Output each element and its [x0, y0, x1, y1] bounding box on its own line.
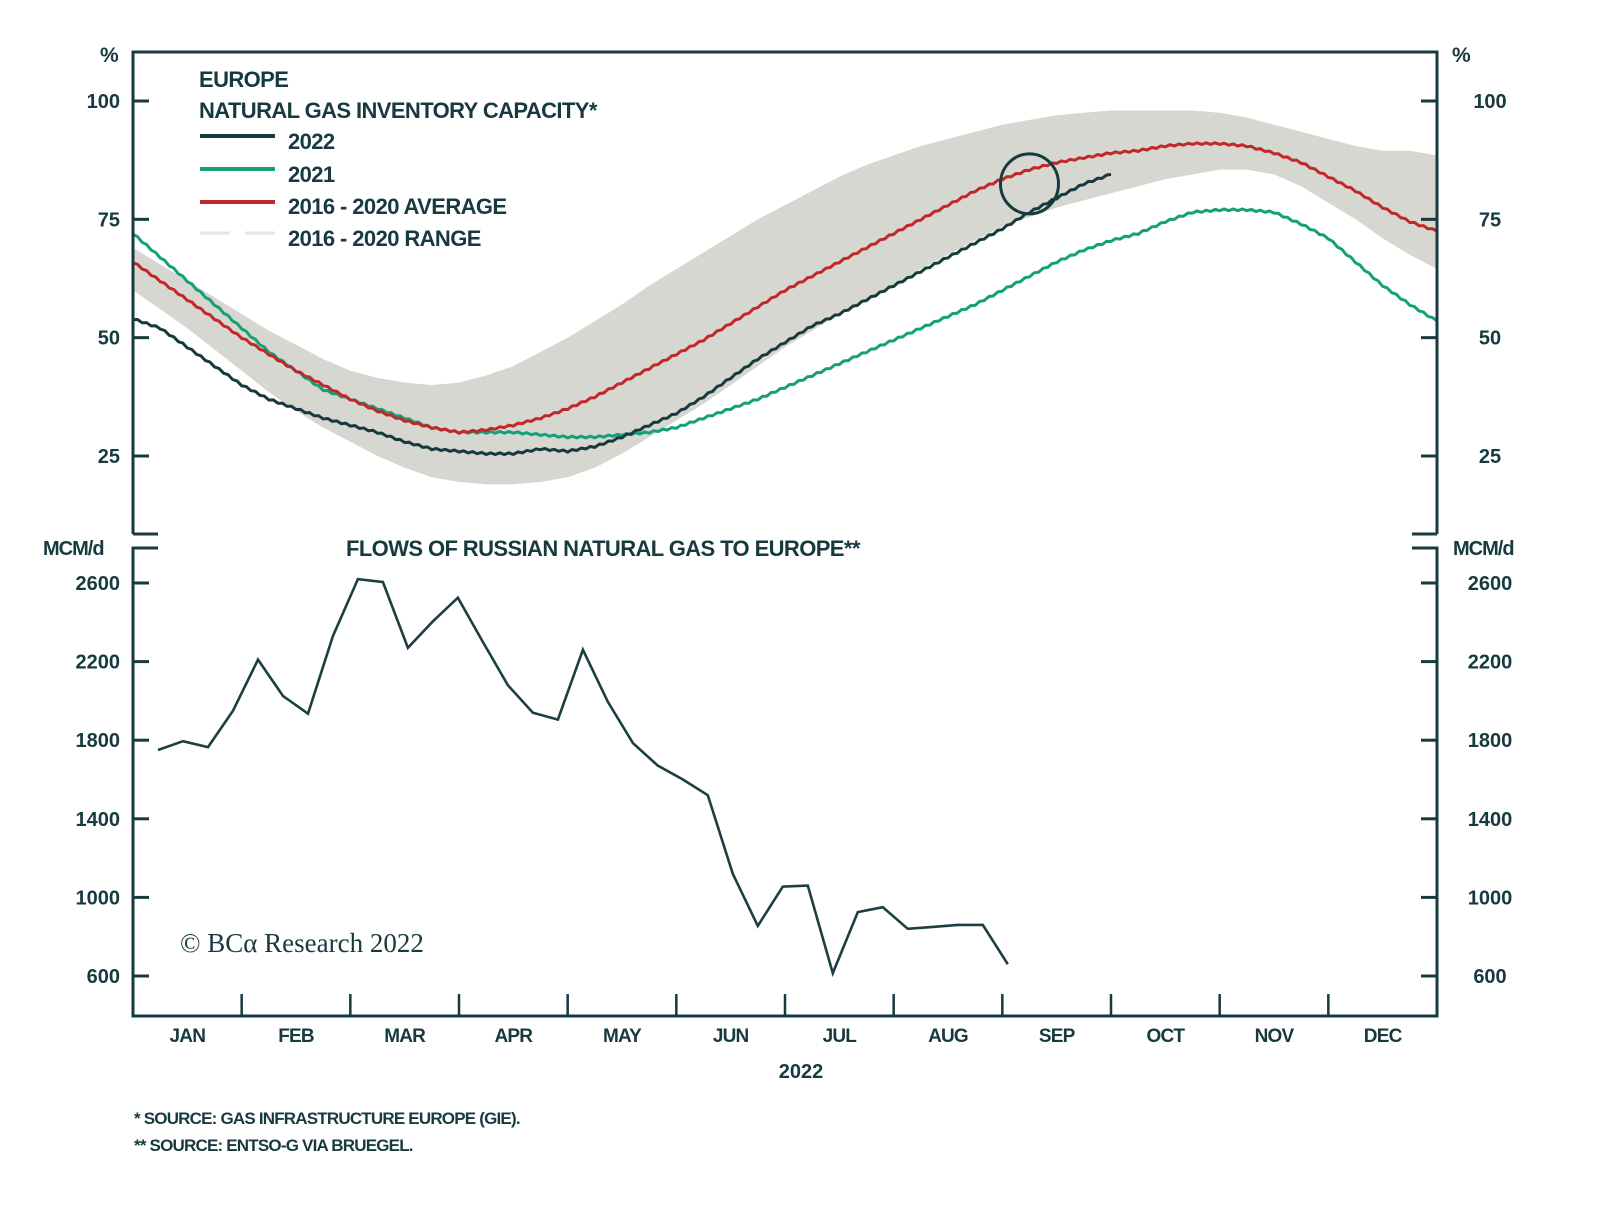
y-tick-label-left: 75: [98, 209, 120, 231]
y-tick-label-right: 1000: [1468, 887, 1513, 909]
x-axis-year-label: 2022: [779, 1061, 824, 1083]
footnote-1: * SOURCE: GAS INFRASTRUCTURE EUROPE (GIE…: [134, 1109, 521, 1128]
x-tick-label: JUN: [713, 1026, 749, 1047]
flows-panel: 2600 2600 2200 2200 1800 1800 1400 1400 1000 1000…: [43, 536, 1515, 1083]
y-tick-label-left: 100: [87, 91, 120, 113]
x-tick-label: JAN: [170, 1026, 206, 1047]
y-tick-label-left: 1800: [76, 730, 121, 752]
x-tick-label: AUG: [928, 1026, 968, 1047]
lower-y-ticks: 2600 2600 2200 2200 1800 1800 1400 1400 1000 1000…: [76, 573, 1513, 988]
y-tick-label-right: 50: [1479, 328, 1501, 350]
y-tick-label-left: 2600: [76, 573, 121, 595]
y-tick-label-right: 2600: [1468, 573, 1513, 595]
y-tick-label-right: 1400: [1468, 809, 1513, 831]
legend-label-average: 2016 - 2020 AVERAGE: [288, 194, 507, 219]
x-tick-label: MAY: [603, 1026, 642, 1047]
y-tick-label-left: 1400: [76, 809, 121, 831]
y-tick-label-left: 600: [87, 966, 120, 988]
y-tick-label-right: 100: [1473, 91, 1506, 113]
chart-title-line-2: NATURAL GAS INVENTORY CAPACITY*: [199, 98, 598, 123]
x-tick-label: APR: [494, 1026, 533, 1047]
series-line-average: [132, 141, 1438, 435]
legend-label-2021: 2021: [288, 162, 335, 187]
y-tick-label-right: 600: [1473, 966, 1506, 988]
y-tick-label-left: 2200: [76, 652, 121, 674]
series-line-2022: [132, 172, 1112, 457]
x-tick-label: FEB: [278, 1026, 314, 1047]
y-tick-label-right: 1800: [1468, 730, 1513, 752]
x-tick-label: JUL: [823, 1026, 858, 1047]
annotation-circle: [999, 152, 1060, 216]
y-tick-label-right: 75: [1479, 209, 1501, 231]
legend-label-2022: 2022: [288, 129, 335, 154]
upper-left-unit: %: [100, 44, 119, 67]
y-tick-label-right: 25: [1479, 446, 1501, 468]
footnote-2: ** SOURCE: ENTSO-G VIA BRUEGEL.: [134, 1136, 414, 1155]
x-tick-label: MAR: [384, 1026, 426, 1047]
range-area: [133, 110, 1437, 485]
legend-label-range: 2016 - 2020 RANGE: [288, 226, 481, 251]
x-tick-label: NOV: [1255, 1026, 1295, 1047]
chart-title-line-1: EUROPE: [199, 67, 288, 92]
y-tick-label-left: 50: [98, 328, 120, 350]
x-axis-ticks: JAN FEB MAR APR MAY JUN JUL AUG SEP OCT NOV DEC: [170, 994, 1403, 1047]
series-line-flows: [157, 577, 1009, 978]
y-tick-label-left: 25: [98, 446, 120, 468]
flows-title: FLOWS OF RUSSIAN NATURAL GAS TO EUROPE**: [346, 536, 861, 561]
inventory-panel: EUROPE NATURAL GAS INVENTORY CAPACITY* 2…: [87, 44, 1507, 536]
x-tick-label: OCT: [1146, 1026, 1185, 1047]
lower-left-unit: MCM/d: [43, 538, 104, 560]
lower-right-unit: MCM/d: [1453, 538, 1514, 560]
legend: EUROPE NATURAL GAS INVENTORY CAPACITY* 2…: [199, 67, 598, 251]
x-tick-label: SEP: [1039, 1026, 1076, 1047]
upper-axis-frame: [131, 50, 1439, 534]
upper-right-unit: %: [1452, 44, 1471, 67]
upper-y-ticks: 100 100 75 75 50 50 25 25: [87, 91, 1507, 468]
y-tick-label-right: 2200: [1468, 652, 1513, 674]
watermark: © BCα Research 2022: [180, 928, 424, 958]
x-tick-label: DEC: [1364, 1026, 1403, 1047]
y-tick-label-left: 1000: [76, 887, 121, 909]
